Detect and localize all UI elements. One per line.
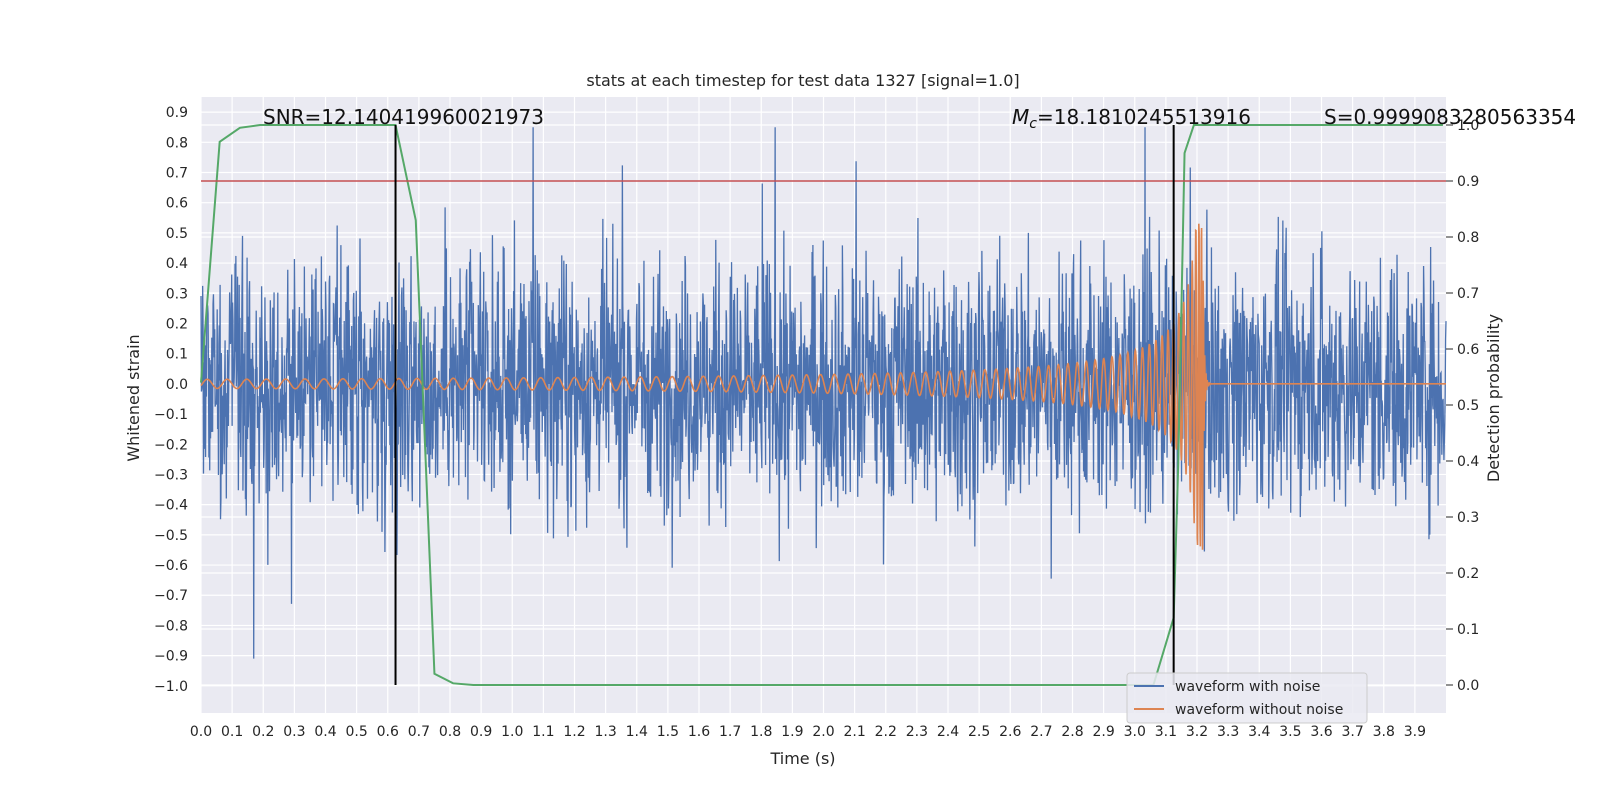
- y-tick-label: −1.0: [154, 679, 188, 695]
- x-tick-label: 3.2: [1186, 724, 1208, 740]
- y-tick-label: 0.9: [166, 105, 188, 121]
- x-tick-label: 1.9: [781, 724, 803, 740]
- x-tick-label: 1.6: [688, 724, 710, 740]
- snr-annotation: SNR=12.140419960021973: [263, 105, 544, 129]
- y2-tick-label: 0.9: [1457, 174, 1479, 190]
- x-tick-label: 0.4: [314, 724, 336, 740]
- x-tick-label: 1.3: [594, 724, 616, 740]
- x-tick-label: 1.8: [750, 724, 772, 740]
- y-tick-label: −0.5: [154, 528, 188, 544]
- x-tick-label: 2.7: [1030, 724, 1052, 740]
- x-tick-label: 0.7: [408, 724, 430, 740]
- legend: waveform with noise waveform without noi…: [1126, 672, 1368, 724]
- x-tick-label: 2.3: [906, 724, 928, 740]
- mc-value: =18.1810245513916: [1037, 105, 1251, 129]
- x-tick-label: 0.6: [377, 724, 399, 740]
- y-tick-label: −0.6: [154, 558, 188, 574]
- x-tick-label: 0.5: [345, 724, 367, 740]
- y-tick-label: 0.3: [166, 286, 188, 302]
- x-tick-label: 0.8: [439, 724, 461, 740]
- x-tick-label: 1.0: [501, 724, 523, 740]
- x-tick-label: 1.5: [657, 724, 679, 740]
- x-tick-label: 1.7: [719, 724, 741, 740]
- y2-tick-label: 0.8: [1457, 230, 1479, 246]
- x-tick-label: 2.9: [1092, 724, 1114, 740]
- y-tick-label: −0.2: [154, 437, 188, 453]
- y-axis-ticks: 0.9 0.8 0.7 0.6 0.5 0.4 0.3 0.2 0.1 0.0 −0.1 −0.2 −0…: [154, 105, 188, 695]
- x-axis-label: Time (s): [769, 749, 835, 768]
- x-tick-label: 2.6: [999, 724, 1021, 740]
- x-tick-label: 3.1: [1155, 724, 1177, 740]
- y-tick-label: −0.3: [154, 467, 188, 483]
- y2-tick-label: 0.6: [1457, 342, 1479, 358]
- y2-tick-label: 0.5: [1457, 398, 1479, 414]
- x-tick-label: 3.3: [1217, 724, 1239, 740]
- x-tick-label: 0.0: [190, 724, 212, 740]
- x-tick-label: 3.7: [1341, 724, 1363, 740]
- x-tick-label: 1.2: [563, 724, 585, 740]
- chart-title: stats at each timestep for test data 132…: [586, 71, 1019, 90]
- x-tick-label: 3.8: [1373, 724, 1395, 740]
- x-tick-label: 2.5: [968, 724, 990, 740]
- y2-tick-label: 0.1: [1457, 622, 1479, 638]
- y2-tick-label: 0.2: [1457, 566, 1479, 582]
- y-tick-label: −0.9: [154, 649, 188, 665]
- y-tick-label: −0.7: [154, 588, 188, 604]
- x-tick-label: 2.1: [843, 724, 865, 740]
- y-tick-label: −0.8: [154, 618, 188, 634]
- x-tick-label: 3.4: [1248, 724, 1270, 740]
- mc-symbol: M: [1012, 105, 1029, 129]
- y-tick-label: 0.4: [166, 256, 188, 272]
- chirp-mass-annotation: Mc=18.1810245513916: [1012, 105, 1251, 132]
- y-tick-label: −0.1: [154, 407, 188, 423]
- y-tick-label: 0.0: [166, 377, 188, 393]
- x-tick-label: 2.4: [937, 724, 959, 740]
- s-annotation: S=0.9999083280563354: [1324, 105, 1576, 129]
- y2-tick-label: 0.3: [1457, 510, 1479, 526]
- x-tick-label: 2.8: [1061, 724, 1083, 740]
- plot-series: [200, 124, 1447, 686]
- y-tick-label: 0.2: [166, 316, 188, 332]
- mc-subscript: c: [1029, 116, 1037, 132]
- x-tick-label: 1.4: [626, 724, 648, 740]
- x-tick-label: 3.6: [1310, 724, 1332, 740]
- y-tick-label: 0.8: [166, 135, 188, 151]
- x-tick-label: 3.5: [1279, 724, 1301, 740]
- y2-tick-label: 0.4: [1457, 454, 1479, 470]
- legend-box: [1126, 672, 1368, 724]
- x-tick-label: 0.1: [221, 724, 243, 740]
- x-tick-label: 0.3: [283, 724, 305, 740]
- y2-tick-label: 0.7: [1457, 286, 1479, 302]
- x-tick-label: 2.2: [875, 724, 897, 740]
- x-tick-label: 1.1: [532, 724, 554, 740]
- x-tick-label: 3.0: [1124, 724, 1146, 740]
- y2-axis-label: Detection probability: [1484, 314, 1503, 482]
- x-tick-label: 3.9: [1404, 724, 1426, 740]
- y2-tick-label: 0.0: [1457, 678, 1479, 694]
- legend-label-noise: waveform with noise: [1175, 679, 1320, 695]
- x-axis-ticks: 0.0 0.1 0.2 0.3 0.4 0.5 0.6 0.7 0.8 0.9 1.0 1.1 1.2 1…: [190, 724, 1426, 740]
- x-tick-label: 2.0: [812, 724, 834, 740]
- y-axis-label: Whitened strain: [124, 334, 143, 461]
- series-waveform-without-noise: [200, 223, 1446, 550]
- legend-label-signal: waveform without noise: [1175, 702, 1343, 718]
- y2-tick-label: 1.0: [1457, 118, 1479, 134]
- y-tick-label: 0.5: [166, 226, 188, 242]
- x-tick-label: 0.9: [470, 724, 492, 740]
- y-tick-label: 0.1: [166, 347, 188, 363]
- series-detection-probability: [200, 124, 1443, 686]
- y-tick-label: −0.4: [154, 498, 188, 514]
- y-tick-label: 0.7: [166, 165, 188, 181]
- x-tick-label: 0.2: [252, 724, 274, 740]
- y2-axis-ticks: 1.0 0.9 0.8 0.7 0.6 0.5 0.4 0.3 0.2 0.1 0.0: [1446, 118, 1479, 694]
- y-tick-label: 0.6: [166, 196, 188, 212]
